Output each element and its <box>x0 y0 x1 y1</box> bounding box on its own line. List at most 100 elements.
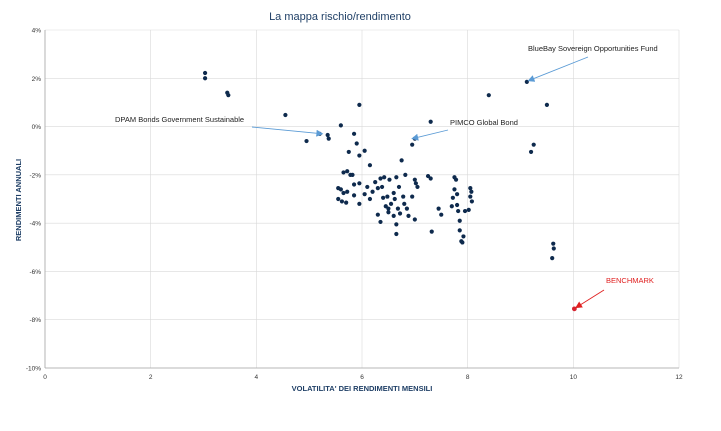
annotation-label: DPAM Bonds Government Sustainable <box>115 115 244 124</box>
fund-point <box>455 192 460 197</box>
x-axis-title: VOLATILITA' DEI RENDIMENTI MENSILI <box>292 384 433 393</box>
fund-point <box>378 219 383 225</box>
x-tick-label: 4 <box>255 374 259 381</box>
fund-point <box>338 123 343 128</box>
fund-point <box>486 93 491 98</box>
fund-point <box>388 201 394 206</box>
fund-point <box>455 202 460 208</box>
fund-point <box>357 201 362 206</box>
annotation-label: BENCHMARK <box>606 276 654 285</box>
fund-point <box>415 184 420 190</box>
fund-point <box>386 206 391 211</box>
y-tick-label: -8% <box>29 317 41 324</box>
fund-point <box>401 194 406 199</box>
fund-point <box>391 213 396 218</box>
fund-point <box>379 184 385 190</box>
fund-point <box>468 194 473 199</box>
fund-point <box>462 208 468 214</box>
fund-point <box>394 175 399 180</box>
fund-point <box>544 102 550 107</box>
grid-lines <box>44 29 680 369</box>
annotation-arrow <box>411 129 449 141</box>
x-tick-label: 8 <box>466 374 470 381</box>
fund-point <box>351 193 357 198</box>
axes <box>44 30 679 369</box>
x-tick-label: 6 <box>360 374 364 381</box>
fund-point <box>350 172 355 177</box>
fund-point <box>410 194 415 199</box>
fund-point <box>357 153 362 158</box>
fund-point <box>524 79 529 85</box>
x-tick-label: 2 <box>149 374 153 381</box>
fund-point <box>202 76 208 81</box>
fund-point <box>461 234 466 239</box>
y-tick-label: -10% <box>26 366 41 373</box>
fund-point <box>345 189 350 194</box>
chart-title: La mappa rischio/rendimento <box>269 11 411 23</box>
fund-point <box>410 142 415 147</box>
fund-point <box>550 256 555 261</box>
fund-point <box>531 142 536 147</box>
fund-point <box>370 189 375 194</box>
fund-point <box>404 206 410 211</box>
y-tick-label: 0% <box>32 124 42 131</box>
fund-point <box>436 206 441 211</box>
fund-point <box>344 200 349 205</box>
fund-point <box>392 196 397 202</box>
fund-point <box>345 169 350 174</box>
fund-point <box>378 176 383 181</box>
y-tick-label: 2% <box>32 76 42 83</box>
annotation-arrow <box>251 126 324 137</box>
fund-point <box>362 192 367 197</box>
fund-point <box>466 207 471 212</box>
fund-point <box>381 195 386 200</box>
annotation-arrow <box>575 289 605 309</box>
fund-point <box>452 187 457 192</box>
fund-point <box>469 189 474 194</box>
fund-point <box>457 228 462 233</box>
fund-point <box>375 212 380 217</box>
fund-point <box>429 229 434 234</box>
fund-point <box>412 177 417 182</box>
tick-labels: 0 2 4 6 8 10 12 -10% -8% -6% -4% -2% 0% 2% 4% <box>26 28 683 382</box>
fund-point <box>304 138 309 144</box>
fund-point <box>341 170 346 175</box>
fund-point <box>338 187 343 192</box>
fund-point <box>354 141 359 146</box>
fund-point <box>382 175 387 180</box>
annotation-label: PIMCO Global Bond <box>450 118 518 127</box>
fund-point <box>456 208 461 214</box>
fund-point <box>453 177 459 182</box>
x-tick-label: 10 <box>570 374 578 381</box>
x-tick-label: 12 <box>675 374 683 381</box>
fund-point <box>468 186 473 191</box>
fund-point <box>457 218 462 223</box>
fund-point <box>551 241 556 246</box>
fund-point <box>412 217 417 222</box>
y-tick-label: -4% <box>29 221 41 228</box>
fund-point <box>226 93 231 98</box>
fund-point <box>346 149 351 155</box>
fund-point <box>385 194 390 199</box>
annotation-label: BlueBay Sovereign Opportunities Fund <box>528 44 658 53</box>
fund-point <box>365 184 370 190</box>
fund-point <box>428 119 433 124</box>
fund-point <box>528 149 534 155</box>
fund-point <box>439 212 444 217</box>
annotations: BlueBay Sovereign Opportunities Fund DPAM… <box>115 44 658 309</box>
fund-point <box>397 211 403 216</box>
fund-point <box>396 184 402 190</box>
fund-point <box>283 112 288 118</box>
fund-point <box>413 181 418 186</box>
fund-point <box>341 190 346 196</box>
fund-point <box>357 102 362 107</box>
y-tick-label: -2% <box>29 172 41 179</box>
fund-point <box>375 186 380 191</box>
fund-point <box>367 196 373 202</box>
fund-point <box>325 132 330 138</box>
fund-point <box>373 180 378 185</box>
fund-point <box>386 210 391 215</box>
fund-point <box>469 199 474 204</box>
